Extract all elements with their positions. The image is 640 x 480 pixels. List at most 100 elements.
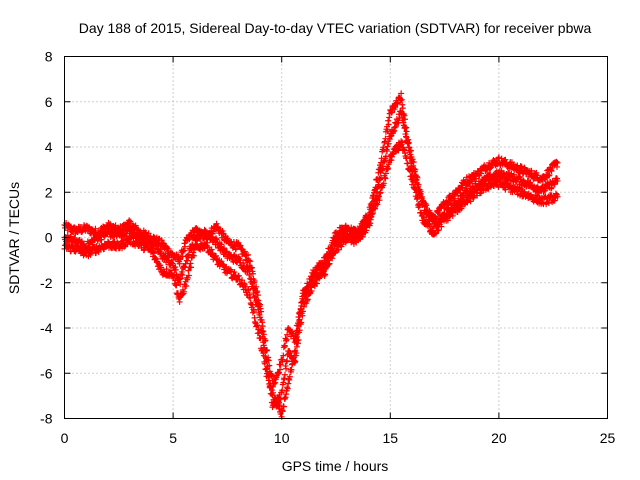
data-point [92,250,99,257]
data-point [78,238,85,245]
data-point [180,247,187,254]
data-point [385,121,392,128]
data-point [295,323,302,330]
data-point [303,290,310,297]
data-point [101,245,108,252]
data-point [360,226,367,233]
data-point [208,246,215,253]
data-point [310,279,317,286]
data-point [412,186,419,193]
data-point [296,316,303,323]
y-axis-ticks: -8 -6 -4 -2 0 2 4 6 8 [40,49,608,427]
data-point [554,193,561,200]
data-point [262,366,269,373]
data-point [426,221,433,228]
data-point [257,335,264,342]
data-point [533,192,540,199]
y-tick-label: -4 [40,320,53,336]
data-point [180,288,187,295]
data-point [384,143,391,150]
data-point [369,210,376,217]
data-point [416,202,423,209]
data-point [260,352,267,359]
data-point [304,296,311,303]
data-point [257,316,264,323]
x-tick-label: 10 [274,430,290,446]
data-point [325,257,332,264]
y-tick-label: 0 [45,230,53,246]
data-point [410,178,417,185]
x-tick-label: 25 [600,430,616,446]
data-point [261,360,268,367]
data-point [330,248,337,255]
data-point [140,239,147,246]
data-point [255,330,262,337]
data-point [313,280,320,287]
data-point [248,276,255,283]
data-point [395,147,402,154]
data-point [242,283,249,290]
data-point [458,205,465,212]
data-point [292,347,299,354]
y-tick-label: 4 [45,139,53,155]
data-point [385,140,392,147]
data-point [399,105,406,112]
data-point [270,389,277,396]
data-point [185,251,192,258]
data-point [388,109,395,116]
data-point [414,174,421,181]
data-point [251,308,258,315]
data-point [299,298,306,305]
data-point [158,237,165,244]
data-point [206,229,213,236]
chart-title: Day 188 of 2015, Sidereal Day-to-day VTE… [79,20,592,36]
data-point [179,272,186,279]
data-point [294,329,301,336]
data-point [399,139,406,146]
data-point [284,357,291,364]
data-point [382,175,389,182]
data-point [367,214,374,221]
data-point [403,154,410,161]
data-point [401,123,408,130]
data-point [268,387,275,394]
data-point [288,366,295,373]
data-point [374,188,381,195]
data-point [254,322,261,329]
data-point [398,90,405,97]
data-point [183,282,190,289]
data-point [185,272,192,279]
data-point [376,197,383,204]
data-point [245,251,252,258]
data-point [420,199,427,206]
data-point [246,257,253,264]
data-point [223,248,230,255]
data-point [281,371,288,378]
data-point [236,276,243,283]
data-point [495,154,502,161]
data-point [240,259,247,266]
data-point [355,236,362,243]
data-point [435,227,442,234]
data-point [335,239,342,246]
y-tick-label: -2 [40,275,53,291]
data-point [280,403,287,410]
data-point [286,373,293,380]
data-point [171,272,178,279]
data-point [467,198,474,205]
data-point [425,210,432,217]
data-point [267,384,274,391]
y-tick-label: 8 [45,49,53,65]
data-point [410,159,417,166]
data-point [380,180,387,187]
data-point [444,217,451,224]
data-point [293,340,300,347]
data-point [409,156,416,163]
data-point [165,245,172,252]
data-point [281,343,288,350]
data-point [397,97,404,104]
data-point [335,246,342,253]
data-point [245,265,252,272]
y-axis-label: SDTVAR / TECUs [6,182,22,294]
